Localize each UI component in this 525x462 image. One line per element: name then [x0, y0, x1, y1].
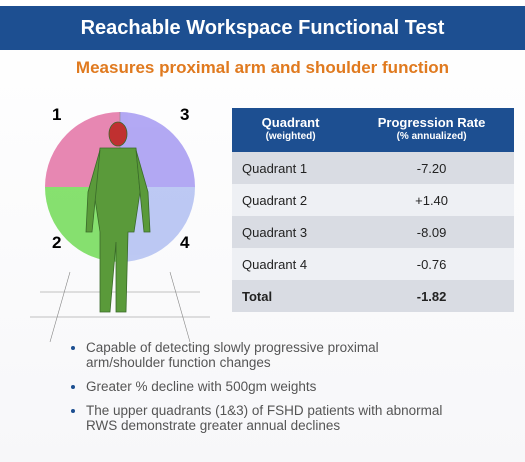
bullet-text: RWS demonstrate greater annual declines	[86, 418, 341, 433]
table-row: Quadrant 4 -0.76	[232, 248, 514, 280]
rate-cell: -0.76	[349, 248, 514, 280]
bullet-text: Greater % decline with 500gm weights	[86, 379, 317, 394]
quadrant-label: 4	[180, 233, 190, 252]
column-header: Quadrant (weighted)	[232, 108, 350, 152]
quadrant-figure: 1 3 2 4	[30, 105, 210, 342]
bullet: Capable of detecting slowly progressive …	[86, 340, 525, 370]
quadrant-cell: Quadrant 4	[232, 248, 350, 280]
rate-cell: -1.82	[349, 280, 514, 312]
quadrant-label: 2	[52, 233, 61, 252]
table-row: Quadrant 1 -7.20	[232, 152, 514, 184]
table: Quadrant (weighted) Progression Rate (% an…	[232, 108, 514, 312]
bullet-text: Capable of detecting slowly progressive …	[86, 340, 379, 355]
quadrant-cell: Quadrant 1	[232, 152, 350, 184]
bullet-list: Capable of detecting slowly progressive …	[62, 340, 525, 442]
quadrant-cell: Total	[232, 280, 350, 312]
quadrant-cell: Quadrant 2	[232, 184, 350, 216]
quadrant-label: 3	[180, 105, 189, 124]
rate-cell: -7.20	[349, 152, 514, 184]
quadrant-cell: Quadrant 3	[232, 216, 350, 248]
bullet: The upper quadrants (1&3) of FSHD patien…	[86, 403, 525, 433]
bullet: Greater % decline with 500gm weights	[86, 379, 525, 394]
bullet-text: arm/shoulder function changes	[86, 355, 271, 370]
subtitle: Measures proximal arm and shoulder funct…	[75, 58, 450, 77]
rate-cell: +1.40	[349, 184, 514, 216]
table-row: Quadrant 2 +1.40	[232, 184, 514, 216]
header-note: (weighted)	[265, 131, 316, 142]
rate-cell: -8.09	[349, 216, 514, 248]
header-text: Quadrant	[261, 115, 320, 130]
bullet-text: The upper quadrants (1&3) of FSHD patien…	[86, 403, 443, 418]
header-note: (% annualized)	[396, 131, 467, 142]
table-row: Quadrant 3 -8.09	[232, 216, 514, 248]
quadrant-label: 1	[52, 105, 61, 124]
column-header: Progression Rate (% annualized)	[349, 108, 514, 152]
header-text: Progression Rate	[377, 115, 486, 130]
table-row: Total -1.82	[232, 280, 514, 312]
title: Reachable Workspace Functional Test	[0, 6, 525, 50]
